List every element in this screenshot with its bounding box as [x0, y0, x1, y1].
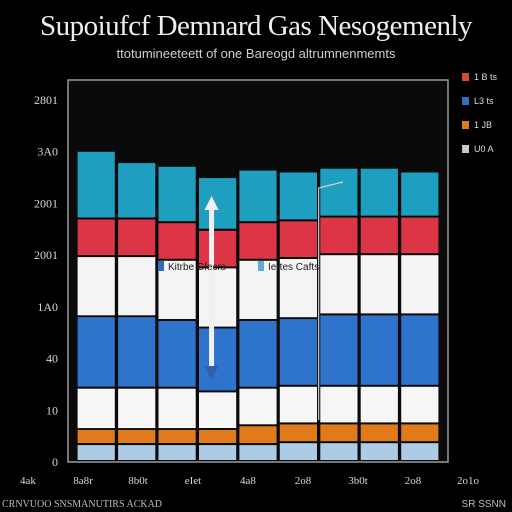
- x-tick-label-3: eIet: [185, 475, 201, 487]
- chart-title: Supoiufcf Demnard Gas Nesogemenly: [39, 10, 473, 42]
- x-tick-label-1: 8a8r: [73, 475, 93, 487]
- bar-red-3: [199, 230, 237, 267]
- bar-blue-6: [320, 315, 358, 385]
- inline-label-swatch-0: [158, 261, 164, 271]
- bar-white2-2: [158, 260, 196, 319]
- legend-label-0: 1 B ts: [474, 72, 498, 82]
- bar-blue-3: [199, 328, 237, 391]
- bar-orange-2: [158, 430, 196, 443]
- bar-red-7: [360, 217, 398, 254]
- legend-label-3: U0 A: [474, 144, 494, 154]
- footer-right-text: SR SSNN: [461, 499, 506, 510]
- bar-teal-3: [199, 178, 237, 229]
- bar-orange-1: [118, 430, 156, 443]
- bar-lightblue-2: [158, 445, 196, 460]
- bar-red-1: [118, 219, 156, 256]
- bar-teal-7: [360, 168, 398, 216]
- bar-red-6: [320, 217, 358, 254]
- bar-orange-4: [239, 426, 277, 444]
- bar-blue-2: [158, 321, 196, 387]
- bar-white2-1: [118, 257, 156, 316]
- bar-white2-8: [401, 255, 439, 314]
- bar-lightblue-3: [199, 445, 237, 460]
- legend-label-2: 1 JB: [474, 120, 492, 130]
- bar-lightblue-5: [279, 443, 317, 460]
- bar-orange-6: [320, 424, 358, 442]
- bar-white2-5: [279, 259, 317, 318]
- bar-white-7: [360, 386, 398, 423]
- bar-teal-5: [279, 172, 317, 220]
- bar-white-6: [320, 386, 358, 423]
- chart-subtitle: ttotumineeteett of one Bareogd altrumnen…: [116, 46, 396, 61]
- y-tick-label-5: 2001: [34, 196, 58, 210]
- y-tick-label-1: 10: [46, 403, 58, 417]
- bar-white-3: [199, 392, 237, 428]
- bar-white2-7: [360, 255, 398, 314]
- bar-lightblue-0: [77, 445, 115, 460]
- bar-red-4: [239, 223, 277, 259]
- bar-blue-0: [77, 317, 115, 387]
- x-tick-label-6: 3b0t: [348, 475, 368, 487]
- arrow-down-head: [204, 366, 219, 380]
- y-tick-label-3: 1A0: [37, 300, 58, 314]
- bar-white2-0: [77, 257, 115, 316]
- arrow-up-head: [204, 196, 219, 210]
- bar-white2-3: [199, 268, 237, 327]
- bar-red-8: [401, 217, 439, 254]
- bar-red-2: [158, 223, 196, 259]
- bar-orange-5: [279, 424, 317, 442]
- bar-blue-4: [239, 321, 277, 387]
- bar-lightblue-7: [360, 443, 398, 460]
- bar-lightblue-4: [239, 445, 277, 460]
- y-tick-label-4: 2001: [34, 248, 58, 262]
- x-tick-label-0: 4ak: [20, 475, 36, 487]
- bar-white-0: [77, 388, 115, 429]
- bar-blue-1: [118, 317, 156, 387]
- bar-white-1: [118, 388, 156, 429]
- bar-teal-8: [401, 172, 439, 216]
- bar-teal-2: [158, 166, 196, 222]
- x-tick-label-7: 2o8: [405, 475, 422, 487]
- y-tick-label-0: 0: [52, 455, 58, 469]
- bar-white2-6: [320, 255, 358, 314]
- legend-swatch-2: [462, 121, 469, 129]
- bar-teal-4: [239, 170, 277, 222]
- bar-teal-6: [320, 168, 358, 216]
- y-tick-label-7: 2801: [34, 93, 58, 107]
- legend-swatch-3: [462, 145, 469, 153]
- legend-label-1: L3 ts: [474, 96, 494, 106]
- bar-blue-8: [401, 315, 439, 385]
- inline-label-1: Iertes Cafts: [268, 262, 319, 273]
- bar-white-4: [239, 388, 277, 425]
- y-tick-label-2: 40: [46, 352, 58, 366]
- footer-left-text: CRNVUOO SNSMANUTIRS ACKAD: [2, 499, 163, 510]
- bar-blue-7: [360, 315, 398, 385]
- y-tick-label-6: 3A0: [37, 145, 58, 159]
- x-tick-label-5: 2o8: [295, 475, 312, 487]
- bracket-line: [318, 181, 344, 420]
- x-tick-label-2: 8b0t: [128, 475, 148, 487]
- bar-lightblue-1: [118, 445, 156, 460]
- bar-orange-3: [199, 430, 237, 443]
- bar-orange-0: [77, 430, 115, 443]
- inline-label-0: Kitrbe Cfecrs: [168, 262, 226, 273]
- inline-label-swatch-1: [258, 261, 264, 271]
- bar-white-5: [279, 386, 317, 423]
- legend-swatch-0: [462, 73, 469, 81]
- bar-teal-1: [118, 163, 156, 218]
- bar-red-0: [77, 219, 115, 256]
- legend-swatch-1: [462, 97, 469, 105]
- bar-white-8: [401, 386, 439, 423]
- bar-lightblue-6: [320, 443, 358, 460]
- bar-red-5: [279, 221, 317, 257]
- bar-white-2: [158, 388, 196, 429]
- bar-teal-0: [77, 151, 115, 218]
- x-tick-label-4: 4a8: [240, 475, 256, 487]
- bar-blue-5: [279, 319, 317, 385]
- x-tick-label-8: 2o1o: [457, 475, 480, 487]
- bar-lightblue-8: [401, 443, 439, 460]
- bar-orange-8: [401, 424, 439, 442]
- bar-orange-7: [360, 424, 398, 442]
